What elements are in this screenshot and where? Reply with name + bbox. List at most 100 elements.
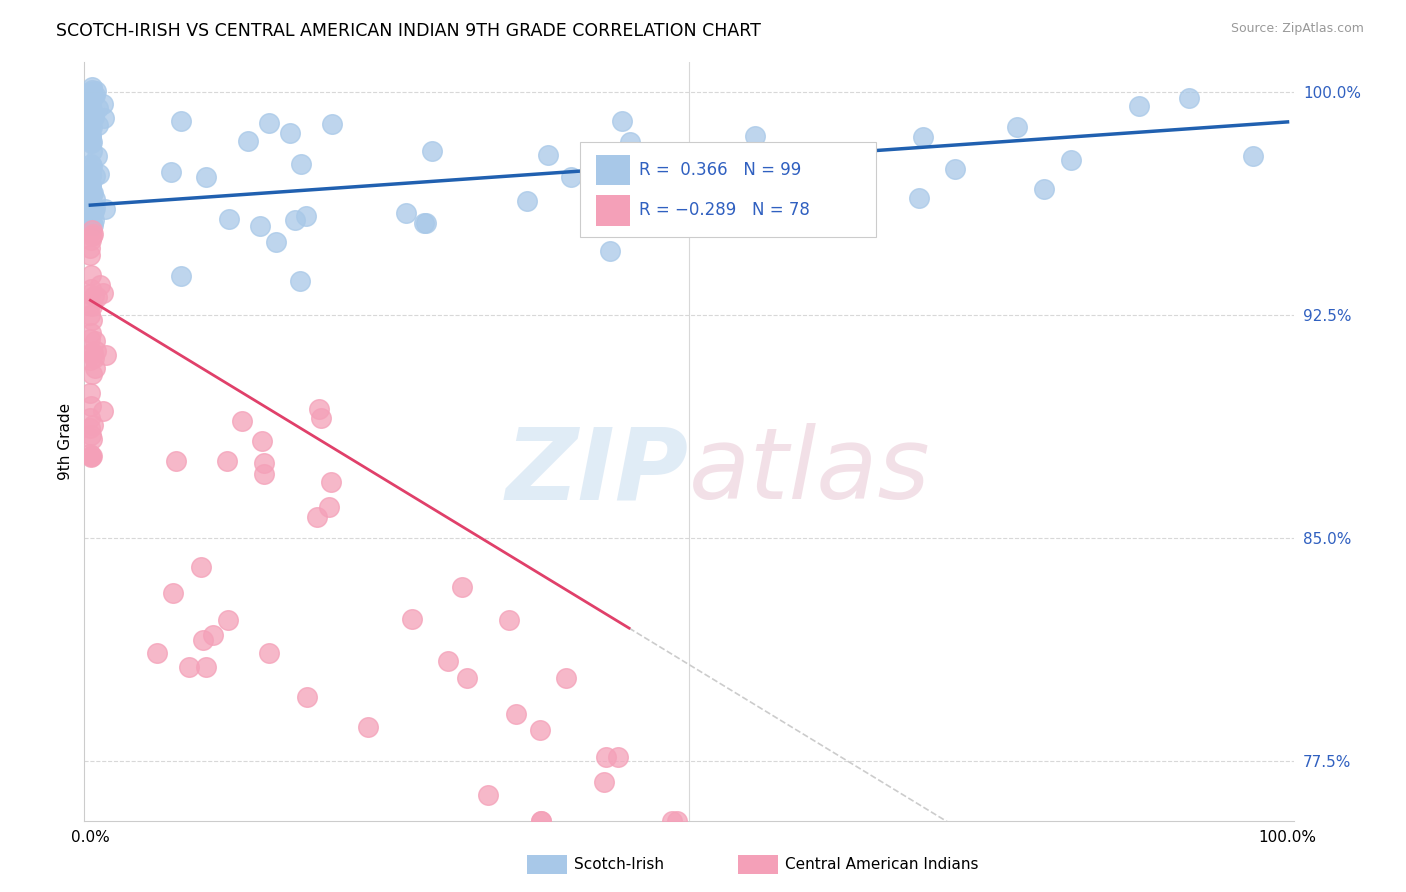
Point: [1128, 99, 1150, 113]
Point: [79, 326, 101, 340]
Point: [79, 217, 101, 231]
Point: [671, 195, 693, 210]
Point: [253, 467, 276, 482]
Point: [80, 215, 103, 229]
Point: [83, 288, 105, 302]
Point: [215, 454, 238, 468]
Point: [80, 80, 103, 95]
Point: [530, 814, 553, 828]
Point: [82, 186, 104, 200]
Point: [318, 500, 340, 514]
Point: [79, 345, 101, 359]
Point: [593, 774, 616, 789]
Point: [79, 161, 101, 176]
Point: [94, 348, 117, 362]
Point: [231, 414, 253, 428]
Point: [79, 120, 101, 134]
Point: [79, 178, 101, 192]
Point: [191, 633, 214, 648]
Point: [530, 814, 553, 828]
Point: [607, 750, 630, 764]
Point: [84, 169, 107, 184]
Point: [907, 191, 929, 205]
Point: [79, 385, 101, 400]
Point: [264, 235, 287, 250]
Point: [451, 580, 474, 594]
Point: [661, 814, 683, 828]
Point: [668, 178, 690, 192]
Point: [146, 646, 169, 660]
Point: [80, 228, 103, 243]
Point: [79, 233, 101, 247]
Point: [80, 169, 103, 183]
Point: [93, 286, 115, 301]
Point: [82, 368, 104, 382]
Point: [555, 671, 578, 685]
FancyBboxPatch shape: [581, 142, 876, 236]
Point: [718, 185, 741, 199]
Text: SCOTCH-IRISH VS CENTRAL AMERICAN INDIAN 9TH GRADE CORRELATION CHART: SCOTCH-IRISH VS CENTRAL AMERICAN INDIAN …: [56, 22, 761, 40]
Point: [80, 120, 103, 134]
Point: [94, 202, 117, 216]
Point: [79, 353, 101, 368]
Point: [82, 346, 104, 360]
Point: [169, 269, 191, 284]
Text: Source: ZipAtlas.com: Source: ZipAtlas.com: [1230, 22, 1364, 36]
Point: [80, 95, 103, 109]
Point: [420, 144, 443, 158]
Point: [82, 299, 104, 313]
Point: [190, 559, 212, 574]
Point: [537, 148, 560, 162]
Point: [86, 118, 108, 132]
Point: [80, 313, 103, 327]
Point: [498, 613, 520, 627]
Point: [80, 449, 103, 463]
Point: [83, 111, 105, 125]
Point: [456, 671, 478, 685]
Point: [82, 227, 104, 241]
Point: [595, 750, 617, 764]
Point: [80, 450, 103, 464]
Bar: [596, 155, 630, 186]
Point: [83, 351, 105, 365]
Text: atlas: atlas: [689, 424, 931, 520]
Point: [79, 450, 101, 465]
Y-axis label: 9th Grade: 9th Grade: [58, 403, 73, 480]
Point: [308, 402, 330, 417]
Point: [793, 147, 815, 161]
Point: [436, 654, 458, 668]
Point: [169, 114, 191, 128]
Point: [82, 145, 104, 159]
Point: [259, 116, 281, 130]
Point: [79, 210, 101, 224]
Point: [259, 646, 281, 660]
Point: [79, 196, 101, 211]
Point: [89, 167, 111, 181]
Point: [1005, 120, 1028, 134]
Point: [80, 97, 103, 112]
Point: [80, 217, 103, 231]
Point: [83, 107, 105, 121]
Point: [305, 510, 328, 524]
Point: [82, 418, 104, 433]
Text: ZIP: ZIP: [506, 424, 689, 520]
Point: [619, 135, 641, 149]
Point: [79, 332, 101, 346]
Point: [79, 421, 101, 435]
Point: [82, 89, 104, 103]
Point: [1060, 153, 1083, 167]
Point: [79, 207, 101, 221]
Point: [415, 216, 437, 230]
Point: [93, 111, 115, 125]
Point: [395, 206, 418, 220]
Point: [79, 411, 101, 425]
Point: [80, 218, 103, 232]
Point: [80, 136, 103, 150]
Point: [79, 308, 101, 322]
Point: [84, 192, 107, 206]
Point: [82, 83, 104, 97]
Point: [162, 586, 184, 600]
Point: [80, 215, 103, 229]
Point: [1243, 148, 1265, 162]
Point: [79, 130, 101, 145]
